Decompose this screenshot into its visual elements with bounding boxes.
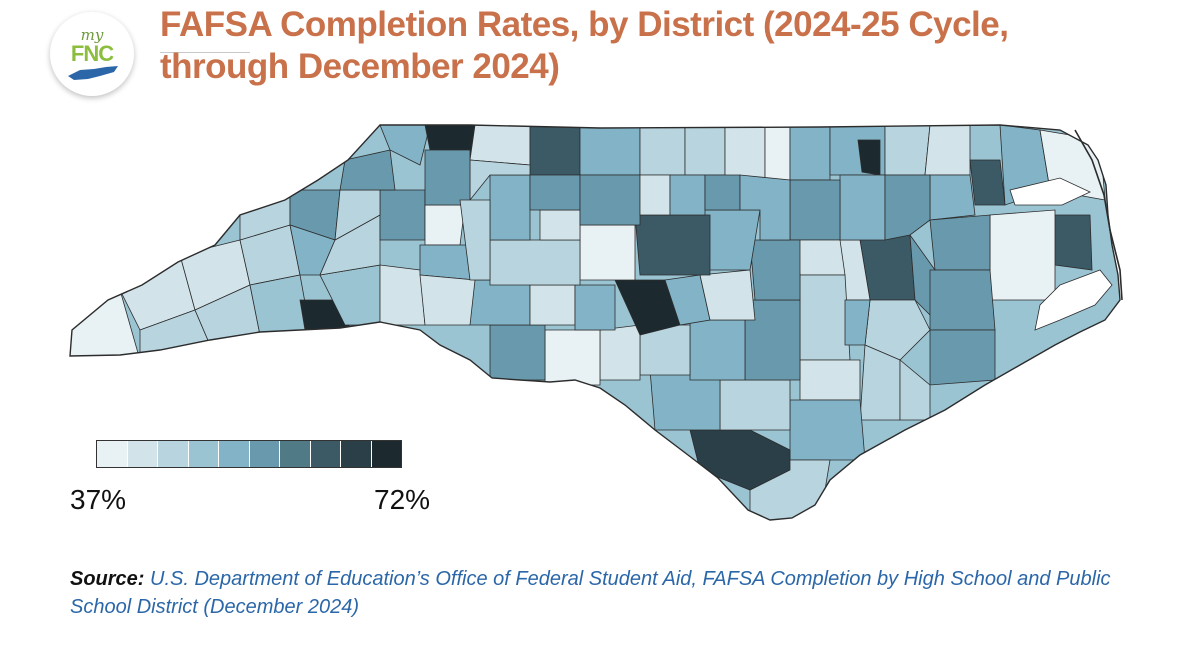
district-region	[749, 239, 801, 301]
district-region	[379, 125, 431, 166]
district-region	[469, 279, 531, 326]
district-region	[424, 149, 471, 206]
district-region	[379, 189, 426, 241]
source-text: U.S. Department of Education’s Office of…	[70, 568, 1111, 618]
source-label: Source:	[70, 568, 145, 590]
title-line-2: through December 2024)	[160, 47, 560, 86]
logo-brand-text: FNC	[70, 41, 114, 66]
logo-state-shape-icon	[68, 66, 118, 80]
district-region	[469, 125, 531, 166]
legend-swatch	[158, 441, 189, 467]
title-divider	[160, 52, 250, 53]
logo-prefix: my	[80, 26, 104, 44]
legend-swatch	[219, 441, 250, 467]
pamlico-sound	[1034, 269, 1113, 331]
district-region	[799, 274, 851, 361]
district-region	[339, 149, 396, 191]
district-region	[1054, 214, 1093, 271]
district-region	[529, 284, 576, 326]
district-region	[794, 239, 846, 276]
district-region	[489, 174, 531, 241]
district-region	[799, 359, 861, 401]
district-regions	[70, 125, 1106, 520]
albemarle-sound	[1009, 177, 1091, 206]
district-region	[539, 209, 581, 241]
district-region	[689, 319, 746, 381]
district-region	[529, 174, 581, 211]
outer-banks	[1074, 129, 1123, 301]
district-region	[579, 224, 636, 281]
page-title: FAFSA Completion Rates, by District (202…	[160, 4, 1120, 88]
legend-min-label: 37%	[70, 484, 127, 515]
legend-swatch	[97, 441, 128, 467]
district-region	[989, 209, 1056, 301]
legend-swatch	[249, 441, 280, 467]
district-region	[884, 174, 931, 241]
legend-max-label: 72%	[374, 484, 431, 515]
district-region	[419, 274, 476, 326]
color-legend: 37% 72%	[70, 440, 430, 515]
district-region	[739, 174, 791, 241]
title-line-1: FAFSA Completion Rates, by District (202…	[160, 5, 1009, 44]
district-region	[639, 125, 686, 176]
district-region	[639, 174, 671, 216]
legend-swatch	[127, 441, 158, 467]
district-region	[489, 324, 546, 381]
district-region	[579, 125, 641, 176]
district-region	[929, 329, 996, 386]
district-region	[699, 269, 756, 321]
district-region	[929, 174, 976, 221]
district-region	[379, 264, 426, 326]
district-region	[929, 214, 991, 271]
district-region	[929, 269, 996, 331]
legend-swatch	[280, 441, 311, 467]
district-region	[574, 284, 616, 331]
district-region	[669, 174, 706, 216]
district-region	[884, 125, 931, 176]
district-region	[924, 125, 971, 176]
source-citation: Source: U.S. Department of Education’s O…	[70, 565, 1130, 621]
district-region	[424, 204, 466, 246]
sounds-water	[1009, 129, 1123, 331]
district-region	[764, 125, 791, 181]
legend-swatch	[341, 441, 372, 467]
district-region	[789, 399, 866, 461]
district-region	[789, 125, 831, 181]
legend-swatch	[371, 441, 401, 467]
district-region	[459, 199, 491, 281]
myfnc-logo: my FNC	[50, 12, 134, 96]
district-region	[719, 379, 791, 431]
district-region	[704, 174, 741, 211]
legend-color-scale	[96, 440, 402, 468]
district-region	[579, 174, 641, 226]
district-region	[489, 239, 581, 286]
district-region	[839, 174, 886, 241]
district-region	[529, 125, 581, 176]
legend-swatch	[310, 441, 341, 467]
district-region	[634, 214, 711, 276]
district-region	[544, 329, 601, 386]
district-region	[969, 159, 1006, 206]
legend-swatch	[188, 441, 219, 467]
district-region	[789, 179, 841, 241]
district-region	[599, 324, 641, 381]
district-region	[684, 125, 726, 176]
